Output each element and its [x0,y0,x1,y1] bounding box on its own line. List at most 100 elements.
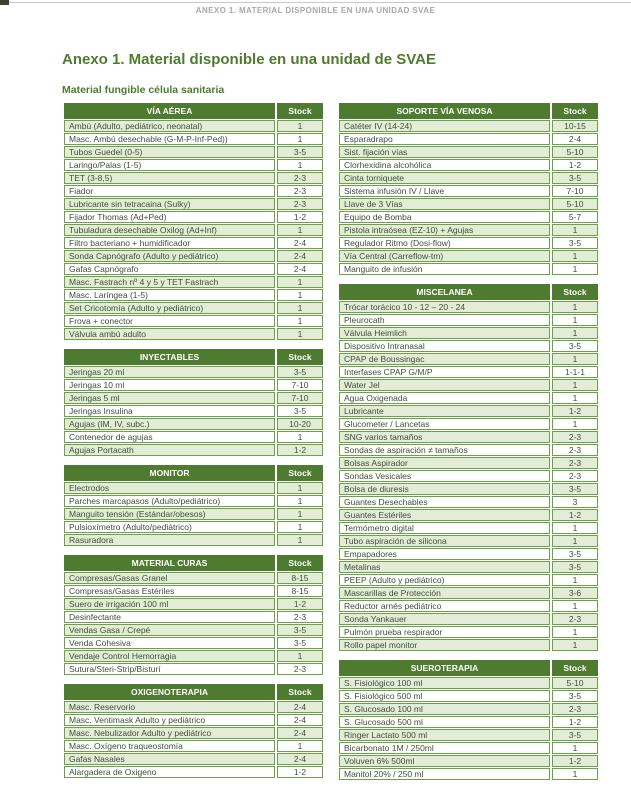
item-cell: Fijador Thomas (Ad+Ped) [64,211,275,223]
table-row: Manguito de infusión 1 [339,263,598,275]
stock-cell: 1 [552,353,598,365]
table-soporte-via-venosa: SOPORTE VÍA VENOSA Stock Catéter IV (14-24… [337,102,600,276]
stock-cell: 3-5 [277,637,323,649]
item-cell: Masc. Ambú desechable (G-M-P-Inf-Ped)) [64,133,275,145]
item-cell: Sistema infusión IV / Llave [339,185,550,197]
item-cell: Masc. Ventimask Adulto y pediátrico [64,714,275,726]
stock-cell: 5-7 [552,211,598,223]
stock-cell: 7-10 [552,185,598,197]
stock-cell: 1-2 [552,716,598,728]
table-row: S. Fisiológico 500 ml 3-5 [339,690,598,702]
stock-cell: 3-5 [552,690,598,702]
item-cell: S. Glucosado 500 ml [339,716,550,728]
item-cell: Sonda Capnógrafo (Adulto y pediátrico) [64,250,275,262]
table-title: SUEROTERAPIA [339,660,550,676]
corner-mark [0,0,9,5]
table-row: Cinta torniquete 3-5 [339,172,598,184]
stock-cell: 1-2 [277,766,323,778]
item-cell: Manguito tensión (Estándar/obesos) [64,508,275,520]
item-cell: Vendas Gasa / Crepé [64,624,275,636]
item-cell: Vendaje Control Hemorragia [64,650,275,662]
stock-cell: 1-2 [552,405,598,417]
item-cell: Cinta torniquete [339,172,550,184]
stock-cell: 2-3 [277,198,323,210]
table-row: Jeringas 5 ml 7-10 [64,392,323,404]
item-cell: S. Glucosado 100 ml [339,703,550,715]
item-cell: Dispositivo Intranasal [339,340,550,352]
table-row: Agujas (IM, IV, subc.) 10-20 [64,418,323,430]
stock-cell: 7-10 [277,392,323,404]
table-row: S. Glucosado 500 ml 1-2 [339,716,598,728]
item-cell: Llave de 3 Vías [339,198,550,210]
table-row: TET (3-8,5) 2-3 [64,172,323,184]
stock-column-header: Stock [277,349,323,365]
stock-cell: 3 [552,496,598,508]
item-cell: Mascarillas de Protección [339,587,550,599]
stock-cell: 1 [277,276,323,288]
stock-cell: 3-6 [552,587,598,599]
stock-cell: 1 [552,600,598,612]
stock-cell: 5-10 [552,198,598,210]
table-header-row: MATERIAL CURAS Stock [64,555,323,571]
table-row: Vía Central (Carreflow-tm) 1 [339,250,598,262]
table-row: Dispositivo Intranasal 3-5 [339,340,598,352]
item-cell: CPAP de Boussingac [339,353,550,365]
table-row: Electrodos 1 [64,482,323,494]
stock-cell: 1 [277,302,323,314]
item-cell: Agujas (IM, IV, subc.) [64,418,275,430]
table-row: Suero de irrigación 100 ml 1-2 [64,598,323,610]
table-row: Trócar torácico 10 - 12 – 20 - 24 1 [339,301,598,313]
item-cell: Pleurocath [339,314,550,326]
table-row: Ringer Lactato 500 ml 3-5 [339,729,598,741]
table-row: Pulmón prueba respirador 1 [339,626,598,638]
item-cell: Interfases CPAP G/M/P [339,366,550,378]
table-row: Desinfectante 2-3 [64,611,323,623]
stock-column-header: Stock [552,660,598,676]
table-row: Reductor arnés pediátrico 1 [339,600,598,612]
table-title: VÍA AÉREA [64,103,275,119]
stock-cell: 1 [277,224,323,236]
item-cell: Rollo papel monitor [339,639,550,651]
item-cell: PEEP (Adulto y pediátrico) [339,574,550,586]
item-cell: Pistola intraósea (EZ-10) + Agujas [339,224,550,236]
table-row: Agujas Portacath 1-2 [64,444,323,456]
item-cell: Reductor arnés pediátrico [339,600,550,612]
table-sueroterapia: SUEROTERAPIA Stock S. Fisiológico 100 ml 5-… [337,659,600,781]
stock-cell: 2-3 [277,185,323,197]
item-cell: SNG varios tamaños [339,431,550,443]
stock-cell: 1-1-1 [552,366,598,378]
table-row: Sondas de aspiración ≠ tamaños 2-3 [339,444,598,456]
item-cell: Masc. Reservorio [64,701,275,713]
stock-cell: 3-5 [552,172,598,184]
item-cell: Compresas/Gasas Granel [64,572,275,584]
table-row: SNG varios tamaños 2-3 [339,431,598,443]
table-row: Jeringas 10 ml 7-10 [64,379,323,391]
stock-cell: 1 [277,508,323,520]
item-cell: Parches marcapasos (Adulto/pediátrico) [64,495,275,507]
table-row: Sonda Capnógrafo (Adulto y pediátrico) 2-… [64,250,323,262]
table-row: Voluven 6% 500ml 1-2 [339,755,598,767]
stock-cell: 1 [277,315,323,327]
table-row: Manguito tensión (Estándar/obesos) 1 [64,508,323,520]
table-row: Guantes Desechables 3 [339,496,598,508]
stock-cell: 3-5 [277,146,323,158]
table-row: Gafas Capnógrafo 2-4 [64,263,323,275]
stock-column-header: Stock [277,103,323,119]
table-inyectables: INYECTABLES Stock Jeringas 20 ml 3-5 Jeringa… [62,348,325,457]
table-via-aerea: VÍA AÉREA Stock Ambú (Adulto, pediátrico, … [62,102,325,341]
item-cell: Tubo aspiración de silicona [339,535,550,547]
item-cell: Gafas Capnógrafo [64,263,275,275]
table-row: Tubuladura desechable Oxilog (Ad+Inf) 1 [64,224,323,236]
stock-cell: 3-5 [277,366,323,378]
table-row: Laringo/Palas (1-5) 1 [64,159,323,171]
stock-cell: 1 [552,263,598,275]
table-row: Sonda Yankauer 2-3 [339,613,598,625]
item-cell: Suero de irrigación 100 ml [64,598,275,610]
stock-cell: 3-5 [277,624,323,636]
item-cell: Glucometer / Lancetas [339,418,550,430]
item-cell: Equipo de Bomba [339,211,550,223]
table-row: Agua Oxigenada 1 [339,392,598,404]
table-row: Sistema infusión IV / Llave 7-10 [339,185,598,197]
stock-cell: 1 [552,224,598,236]
table-row: Lubricante sin tetracaina (Sulky) 2-3 [64,198,323,210]
